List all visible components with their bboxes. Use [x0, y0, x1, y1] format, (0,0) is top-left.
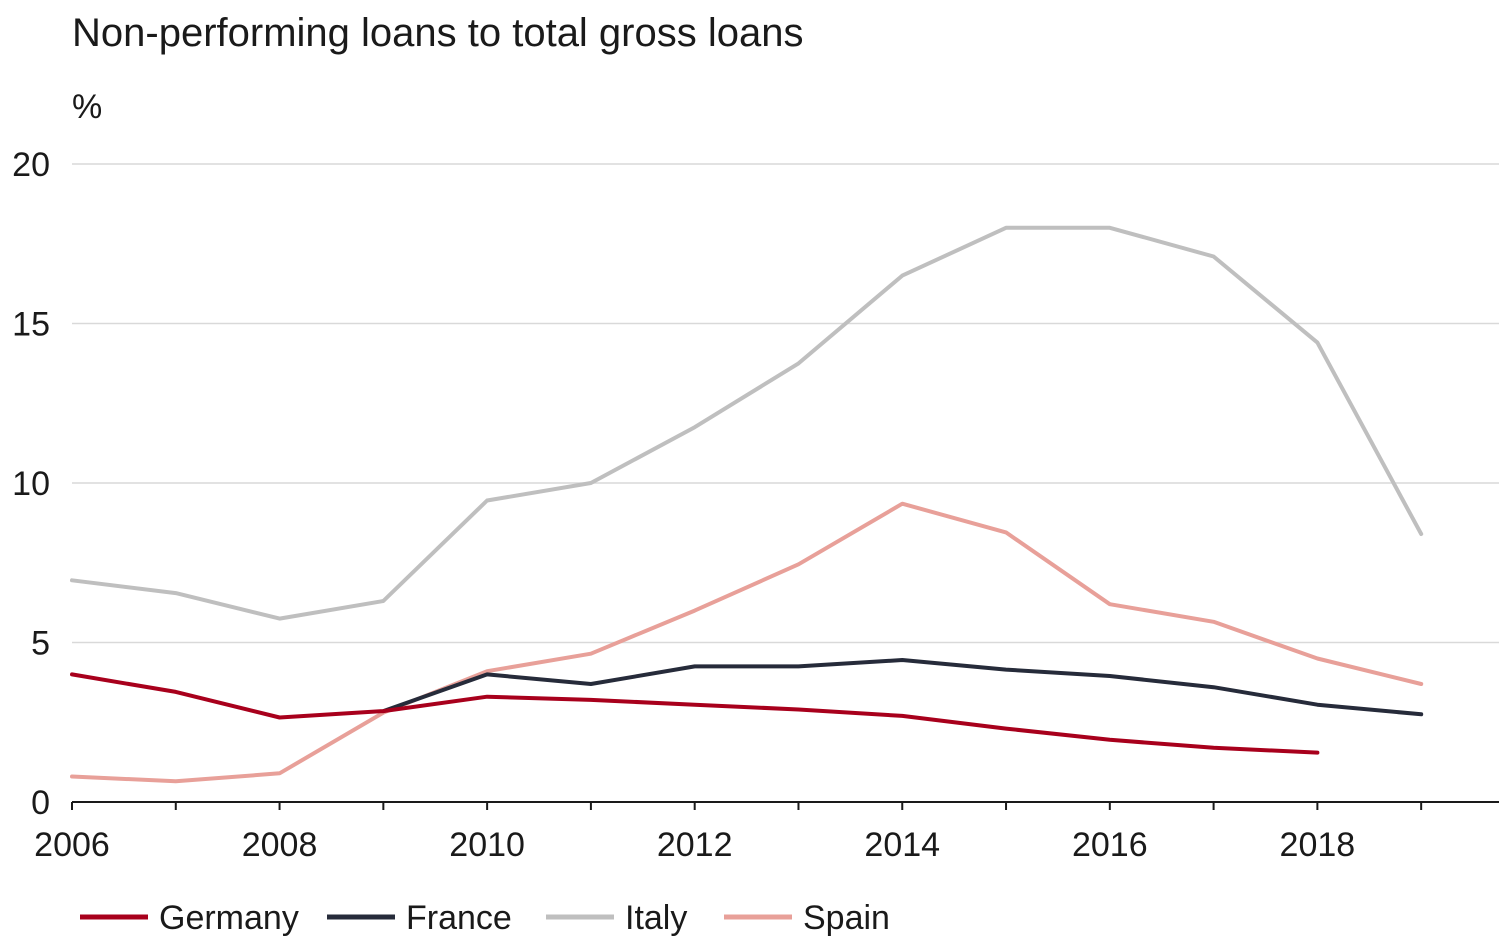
- x-tick-label: 2010: [449, 826, 525, 864]
- legend-item-germany: Germany: [80, 899, 299, 937]
- y-axis-unit-label: %: [72, 88, 102, 126]
- legend-label: France: [406, 899, 512, 937]
- x-tick-label: 2018: [1280, 826, 1356, 864]
- legend-item-spain: Spain: [724, 899, 890, 937]
- x-tick-label: 2014: [864, 826, 940, 864]
- x-tick-label: 2012: [657, 826, 733, 864]
- y-tick-label: 10: [12, 465, 50, 503]
- series-line-germany: [70, 672, 1320, 755]
- series-line-france: [381, 658, 1424, 717]
- legend-item-france: France: [327, 899, 512, 937]
- y-tick-label: 20: [12, 146, 50, 184]
- x-tick-label: 2016: [1072, 826, 1148, 864]
- y-tick-label: 15: [12, 306, 50, 344]
- y-tick-label: 5: [31, 625, 50, 663]
- y-axis-ticks: 0 5 10 15 20: [12, 146, 50, 822]
- gridlines: [72, 163, 1499, 644]
- legend-label: Italy: [625, 899, 687, 937]
- x-axis: [71, 801, 1499, 810]
- x-axis-ticks: 2006 2008 2010 2012 2014 2016 2018: [34, 826, 1355, 864]
- series-line-spain: [70, 501, 1424, 784]
- legend-label: Germany: [159, 899, 299, 937]
- x-tick-label: 2006: [34, 826, 110, 864]
- legend-item-italy: Italy: [546, 899, 687, 937]
- legend-label: Spain: [803, 899, 890, 937]
- legend: Germany France Italy Spain: [80, 899, 890, 937]
- y-tick-label: 0: [31, 784, 50, 822]
- series-line-italy: [70, 225, 1424, 621]
- series-lines: [70, 225, 1424, 784]
- chart-title: Non-performing loans to total gross loan…: [72, 11, 803, 55]
- x-tick-label: 2008: [242, 826, 318, 864]
